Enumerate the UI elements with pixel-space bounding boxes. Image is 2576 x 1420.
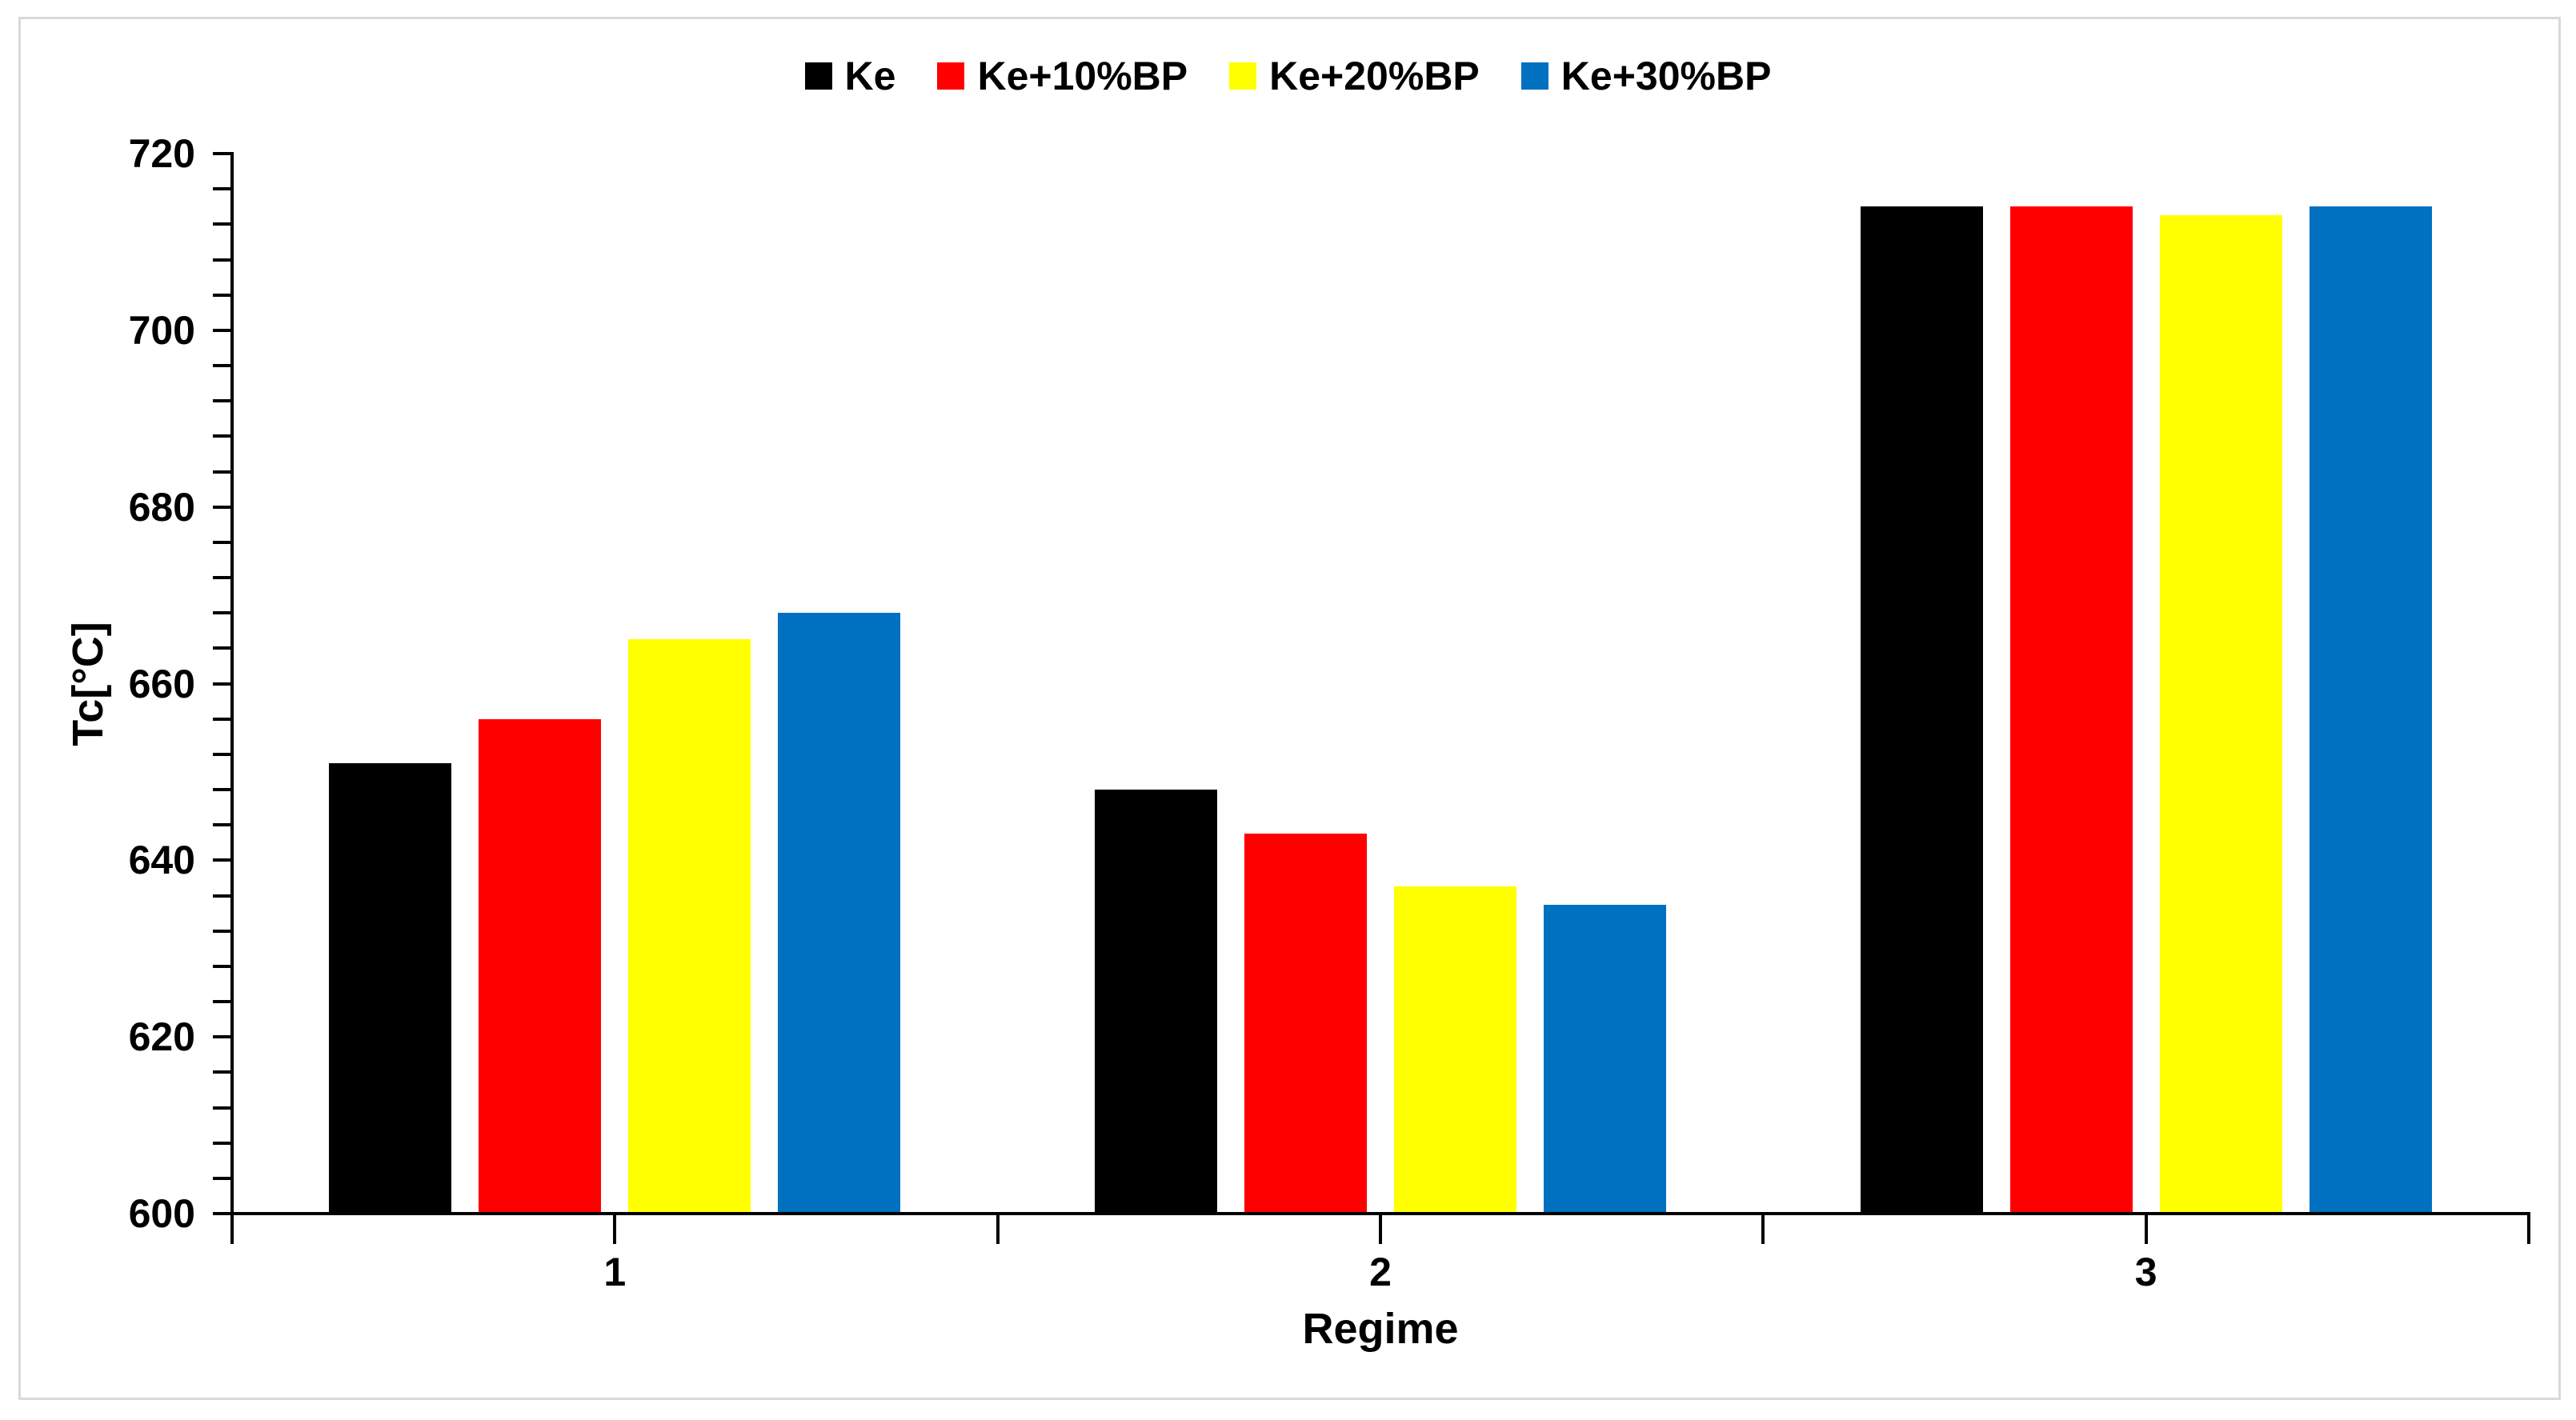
y-tick <box>213 858 230 862</box>
bar-ke-regime-1 <box>329 762 452 1212</box>
x-axis-title: Regime <box>1302 1305 1459 1353</box>
bar-ke10bp-regime-2 <box>1244 834 1367 1212</box>
bar-ke30bp-regime-1 <box>778 613 901 1212</box>
bar-ke30bp-regime-3 <box>2309 206 2432 1212</box>
legend-item-ke: Ke <box>804 54 896 98</box>
y-tick-label: 600 <box>128 1191 195 1236</box>
legend-label: Ke+30%BP <box>1560 54 1772 98</box>
y-tick <box>213 682 230 686</box>
y-tick <box>213 929 230 933</box>
y-tick <box>213 399 230 403</box>
legend-label: Ke <box>844 54 896 98</box>
legend-swatch-icon <box>1520 62 1548 90</box>
x-tick <box>1379 1214 1382 1244</box>
y-tick <box>213 1000 230 1003</box>
x-category-label: 2 <box>1369 1250 1392 1294</box>
y-tick <box>213 222 230 226</box>
x-tick <box>1761 1214 1765 1244</box>
bar-ke10bp-regime-1 <box>479 718 602 1212</box>
y-tick <box>213 894 230 898</box>
y-tick <box>213 187 230 191</box>
legend-swatch-icon <box>804 62 832 90</box>
x-category-label: 1 <box>603 1250 627 1294</box>
y-tick <box>213 611 230 615</box>
legend-item-ke20bp: Ke+20%BP <box>1229 56 1480 96</box>
y-tick <box>213 1035 230 1039</box>
legend-item-ke30bp: Ke+30%BP <box>1520 54 1772 98</box>
legend-item-ke10bp: Ke+10%BP <box>937 56 1188 96</box>
y-tick <box>213 964 230 968</box>
legend-label: Ke+10%BP <box>977 54 1188 98</box>
x-tick <box>613 1214 617 1244</box>
bar-ke-regime-2 <box>1095 790 1217 1212</box>
bar-ke10bp-regime-3 <box>2009 206 2133 1212</box>
legend-swatch-icon <box>937 62 965 90</box>
y-tick <box>213 1141 230 1145</box>
bar-ke20bp-regime-1 <box>628 639 751 1212</box>
x-tick <box>2144 1214 2148 1244</box>
bar-ke20bp-regime-3 <box>2159 215 2282 1212</box>
y-tick-label: 640 <box>128 838 195 883</box>
y-tick <box>213 1212 230 1215</box>
y-tick <box>213 293 230 297</box>
y-tick <box>213 646 230 650</box>
y-tick-label: 700 <box>128 307 195 353</box>
y-tick <box>213 434 230 438</box>
bar-ke20bp-regime-2 <box>1394 886 1516 1212</box>
y-tick <box>213 258 230 262</box>
legend: Ke Ke+10%BP Ke+20%BP Ke+30%BP <box>0 40 2576 112</box>
x-category-label: 3 <box>2134 1250 2157 1294</box>
y-tick <box>213 576 230 579</box>
legend-swatch-icon <box>1229 62 1257 90</box>
legend-label: Ke+20%BP <box>1269 54 1480 98</box>
y-tick <box>213 788 230 791</box>
y-tick <box>213 717 230 721</box>
y-axis-title: Tc[°C] <box>64 622 112 746</box>
bar-ke30bp-regime-2 <box>1544 904 1666 1212</box>
x-tick <box>2527 1214 2530 1244</box>
y-tick <box>213 823 230 827</box>
y-tick <box>213 328 230 332</box>
y-tick-label: 620 <box>128 1014 195 1060</box>
y-tick <box>213 505 230 509</box>
y-tick <box>213 752 230 756</box>
y-tick-label: 720 <box>128 131 195 176</box>
y-tick-label: 660 <box>128 661 195 706</box>
y-tick <box>213 1176 230 1180</box>
y-tick <box>213 1070 230 1074</box>
x-tick <box>996 1214 1000 1244</box>
y-tick <box>213 470 230 474</box>
x-tick <box>230 1214 234 1244</box>
y-tick <box>213 1106 230 1110</box>
bar-ke-regime-3 <box>1860 206 1983 1212</box>
y-tick <box>213 152 230 155</box>
y-tick <box>213 364 230 367</box>
y-tick-label: 680 <box>128 484 195 530</box>
y-tick <box>213 540 230 544</box>
y-axis-line <box>230 152 234 1217</box>
